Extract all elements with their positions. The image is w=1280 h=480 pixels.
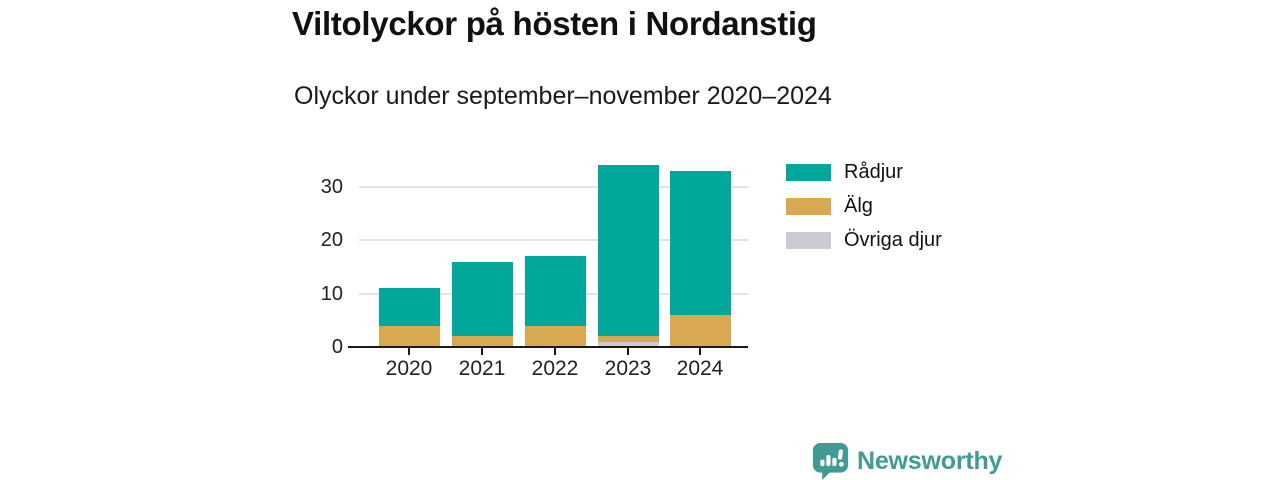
branding: Newsworthy — [812, 442, 1002, 480]
x-axis-line — [348, 345, 748, 348]
legend: Rådjur Älg Övriga djur — [786, 161, 942, 251]
x-axis-tick-2024 — [699, 348, 701, 355]
bar-segment-2024-älg — [669, 314, 731, 347]
bar-segment-2024-rådjur — [669, 170, 731, 315]
legend-item-älg: Älg — [786, 195, 942, 217]
x-axis-tick-2023 — [627, 348, 629, 355]
newsworthy-logo-icon — [812, 442, 849, 480]
bar-segment-2023-älg — [597, 336, 659, 342]
x-axis-tick-label-2023: 2023 — [604, 357, 652, 380]
y-axis-tick-label-10: 10 — [320, 282, 343, 305]
legend-swatch-icon — [786, 198, 831, 215]
newsworthy-logo-text: Newsworthy — [857, 446, 1003, 475]
x-axis-tick-label-2021: 2021 — [458, 357, 506, 380]
x-axis-tick-2022 — [554, 348, 556, 355]
bar-segment-2023-övriga-djur — [597, 341, 659, 347]
gridline-y-20 — [359, 239, 748, 242]
bar-segment-2022-älg — [524, 325, 586, 347]
legend-swatch-icon — [786, 164, 831, 181]
bar-segment-2023-rådjur — [597, 165, 659, 337]
x-axis-tick-2020 — [408, 348, 410, 355]
legend-label: Älg — [844, 195, 873, 217]
y-axis-tick-label-30: 30 — [320, 175, 343, 198]
legend-swatch-icon — [786, 232, 831, 249]
gridline-y-30 — [359, 185, 748, 188]
x-axis-tick-label-2024: 2024 — [676, 357, 724, 380]
bar-segment-2022-rådjur — [524, 256, 586, 326]
legend-label: Övriga djur — [844, 229, 942, 251]
bar-segment-2021-rådjur — [451, 261, 513, 337]
chart-title: Viltolyckor på hösten i Nordanstig — [292, 5, 817, 42]
x-axis-tick-label-2022: 2022 — [531, 357, 579, 380]
chart-subtitle: Olyckor under september–november 2020–20… — [294, 82, 832, 110]
y-axis-tick-label-0: 0 — [331, 336, 343, 358]
bar-segment-2021-älg — [451, 336, 513, 347]
legend-item-övriga-djur: Övriga djur — [786, 229, 942, 251]
x-axis-tick-label-2020: 2020 — [385, 357, 433, 380]
plot-area — [359, 151, 748, 347]
y-axis-tick-label-20: 20 — [320, 229, 343, 252]
legend-label: Rådjur — [844, 161, 903, 183]
x-axis-tick-2021 — [481, 348, 483, 355]
legend-item-rådjur: Rådjur — [786, 161, 942, 183]
bar-segment-2020-rådjur — [378, 288, 440, 326]
bar-segment-2020-älg — [378, 325, 440, 347]
